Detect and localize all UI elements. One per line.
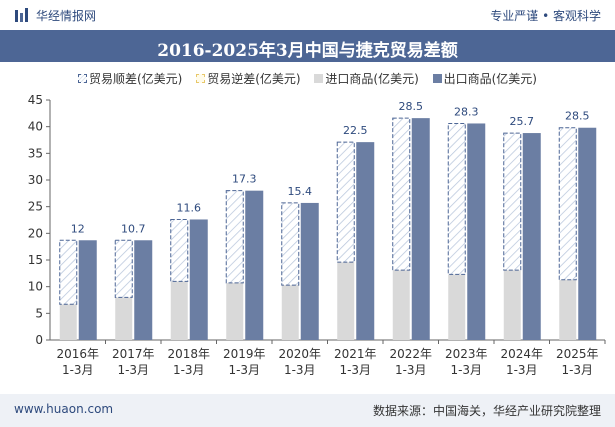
x-tick-label-period: 1-3月 — [506, 363, 538, 377]
legend-label-export: 出口商品(亿美元) — [443, 72, 537, 86]
x-tick-label-year: 2025年 — [556, 347, 599, 361]
surplus-data-label: 10.7 — [121, 222, 146, 235]
bar-import — [281, 285, 299, 340]
x-tick-label-year: 2022年 — [389, 347, 432, 361]
surplus-data-label: 28.5 — [565, 110, 590, 123]
bar-export — [78, 240, 97, 340]
logo-icon — [15, 8, 28, 22]
x-tick-label-year: 2021年 — [334, 347, 377, 361]
bar-import — [59, 304, 77, 340]
x-tick-label-year: 2016年 — [56, 347, 99, 361]
surplus-data-label: 15.4 — [288, 185, 313, 198]
y-tick-label: 20 — [28, 226, 43, 240]
x-tick-label-year: 2017年 — [112, 347, 155, 361]
x-tick-label-period: 1-3月 — [117, 363, 149, 377]
x-tick-label-year: 2020年 — [278, 347, 321, 361]
y-tick-label: 35 — [28, 146, 43, 160]
brand-name: 华经情报网 — [36, 9, 97, 23]
legend-label-deficit: 贸易逆差(亿美元) — [207, 72, 301, 86]
bar-surplus — [281, 202, 300, 286]
legend-swatch-deficit — [196, 74, 206, 83]
bar-surplus — [392, 117, 411, 271]
bar-export — [411, 118, 430, 340]
x-tick-label-year: 2023年 — [445, 347, 488, 361]
bar-surplus — [558, 127, 577, 281]
bar-surplus — [336, 141, 355, 263]
bar-export — [189, 219, 208, 340]
bar-export — [245, 190, 264, 340]
y-tick-label: 15 — [28, 253, 43, 267]
surplus-data-label: 22.5 — [343, 124, 368, 137]
surplus-data-label: 28.5 — [399, 100, 424, 113]
surplus-data-label: 17.3 — [232, 173, 257, 186]
x-tick-label-period: 1-3月 — [450, 363, 482, 377]
x-tick-label-period: 1-3月 — [395, 363, 427, 377]
legend-item-import: 进口商品(亿美元) — [314, 70, 419, 87]
bar-import — [170, 281, 188, 340]
bar-surplus — [503, 132, 522, 271]
bar-import — [503, 270, 521, 340]
surplus-data-label: 25.7 — [510, 115, 535, 128]
x-tick-label-period: 1-3月 — [284, 363, 316, 377]
y-tick-label: 0 — [35, 333, 43, 347]
x-tick-label-period: 1-3月 — [228, 363, 260, 377]
chart-title: 2016-2025年3月中国与捷克贸易差额 — [157, 41, 458, 61]
bar-surplus — [59, 239, 78, 305]
legend-label-surplus: 贸易顺差(亿美元) — [89, 72, 183, 86]
y-tick-label: 5 — [35, 306, 43, 320]
y-tick-label: 10 — [28, 280, 43, 294]
slogan: 专业严谨 • 客观科学 — [490, 9, 601, 23]
bar-import — [226, 282, 244, 340]
footer-source: 数据来源：中国海关，华经产业研究院整理 — [372, 404, 601, 418]
chart-legend: 贸易顺差(亿美元) 贸易逆差(亿美元) 进口商品(亿美元) 出口商品(亿美元) — [0, 70, 615, 88]
bar-surplus — [447, 122, 466, 275]
bar-export — [467, 123, 486, 340]
bar-surplus — [114, 239, 133, 298]
legend-item-deficit: 贸易逆差(亿美元) — [196, 70, 301, 87]
footer-website: www.huaon.com — [14, 402, 114, 416]
x-tick-label-period: 1-3月 — [62, 363, 94, 377]
y-tick-label: 45 — [28, 93, 43, 107]
legend-swatch-export — [432, 74, 442, 83]
surplus-data-label: 28.3 — [454, 105, 479, 118]
bar-surplus — [170, 218, 189, 282]
bar-export — [578, 127, 597, 340]
y-tick-label: 40 — [28, 120, 43, 134]
bar-import — [392, 270, 410, 340]
x-tick-label-period: 1-3月 — [173, 363, 205, 377]
legend-swatch-import — [314, 74, 324, 83]
x-tick-label-year: 2019年 — [223, 347, 266, 361]
legend-label-import: 进口商品(亿美元) — [325, 72, 419, 86]
bar-import — [337, 262, 355, 340]
legend-swatch-surplus — [78, 74, 87, 83]
surplus-data-label: 12 — [71, 222, 85, 235]
y-tick-label: 25 — [28, 200, 43, 214]
y-tick-label: 30 — [28, 173, 43, 187]
bar-import — [448, 274, 466, 340]
bar-export — [134, 240, 153, 340]
chart-plot: 0 5 10 15 20 25 30 35 40 45 12 2016年 1-3月 10.7 2017年 1-… — [28, 93, 606, 377]
surplus-data-label: 11.6 — [177, 201, 202, 214]
x-tick-label-year: 2018年 — [167, 347, 210, 361]
legend-item-surplus: 贸易顺差(亿美元) — [78, 70, 182, 87]
bar-export — [522, 133, 541, 340]
title-bar: 2016-2025年3月中国与捷克贸易差额 — [0, 30, 615, 62]
bar-export — [356, 142, 375, 340]
footer: www.huaon.com 数据来源：中国海关，华经产业研究院整理 — [0, 394, 615, 427]
x-tick-label-year: 2024年 — [500, 347, 543, 361]
bar-import — [559, 279, 577, 340]
bar-export — [300, 202, 319, 340]
legend-item-export: 出口商品(亿美元) — [432, 70, 537, 87]
bar-surplus — [225, 190, 244, 284]
top-bar: 华经情报网 专业严谨 • 客观科学 — [0, 0, 615, 30]
bar-import — [115, 297, 133, 340]
x-tick-label-period: 1-3月 — [339, 363, 371, 377]
x-tick-label-period: 1-3月 — [561, 363, 593, 377]
